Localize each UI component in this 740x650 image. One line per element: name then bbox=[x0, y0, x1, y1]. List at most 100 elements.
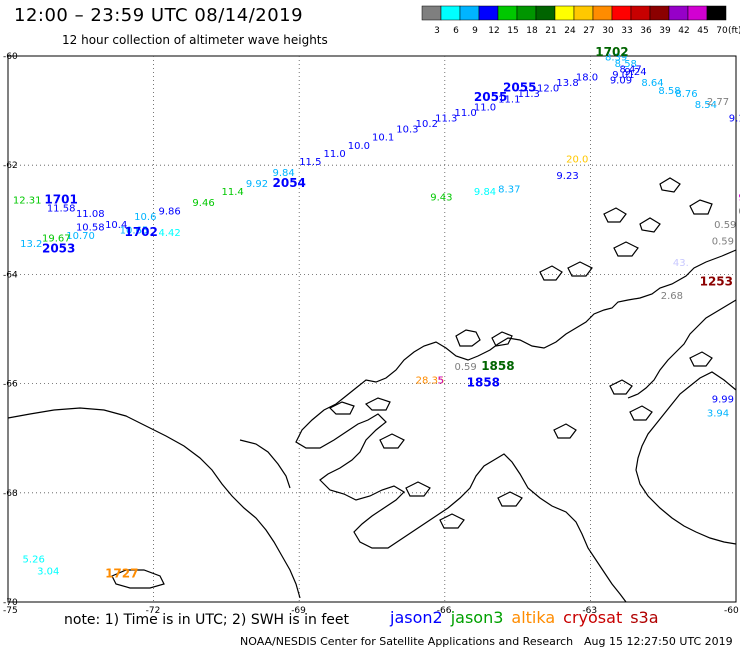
wave-height-label: 8.39 bbox=[605, 52, 627, 63]
legend-label: 21 bbox=[545, 26, 556, 36]
wave-height-label: 20.0 bbox=[566, 154, 588, 165]
wave-height-label: 13.2 bbox=[20, 239, 42, 250]
wave-height-label: 11.3 bbox=[435, 114, 457, 125]
wave-height-label: 9.92 bbox=[246, 179, 268, 190]
legend-label: 12 bbox=[488, 26, 499, 36]
pass-time-label: 2054 bbox=[273, 176, 306, 190]
legend-label: 42 bbox=[678, 26, 689, 36]
legend-swatch bbox=[535, 5, 556, 21]
legend-label: 45 bbox=[697, 26, 708, 36]
legend-label: 6 bbox=[453, 26, 459, 36]
wave-height-label: 0.59 bbox=[712, 236, 734, 247]
wave-height-label: 10.58 bbox=[76, 223, 105, 234]
wave-height-label: 8.54 bbox=[695, 100, 717, 111]
wave-height-label: 13.8 bbox=[556, 78, 578, 89]
wave-height-label: 10.70 bbox=[66, 231, 95, 242]
lon-label: -75 bbox=[3, 606, 18, 616]
pass-time-label: 1727 bbox=[105, 566, 138, 580]
wave-height-label: 11.4 bbox=[222, 187, 244, 198]
credit-line: NOAA/NESDIS Center for Satellite Applica… bbox=[240, 635, 574, 648]
lat-label: -70 bbox=[3, 598, 18, 608]
legend-label: 24 bbox=[564, 26, 576, 36]
pass-time-label: 2055 bbox=[474, 90, 507, 104]
wave-height-label: 8.47 bbox=[620, 64, 642, 75]
satellite-cryosat: cryosat bbox=[563, 608, 623, 627]
wave-height-label: 11.0 bbox=[323, 149, 345, 160]
wave-height-label: 9.43 bbox=[430, 193, 452, 204]
satellite-altika: altika bbox=[511, 608, 556, 627]
legend-label: 36 bbox=[640, 26, 652, 36]
wave-height-label: 12.31 bbox=[13, 195, 42, 206]
pass-time-label: 1858 bbox=[467, 375, 500, 389]
wave-height-label: 28.35 bbox=[416, 376, 445, 387]
wave-height-label: 5 bbox=[438, 376, 444, 387]
pass-time-label: 1253 bbox=[700, 274, 733, 288]
wave-height-label: 10.0 bbox=[348, 141, 370, 152]
wave-height-label: 11.1 bbox=[498, 94, 520, 105]
wave-height-label: 10.4 bbox=[105, 220, 127, 231]
lon-label: -66 bbox=[437, 606, 452, 616]
legend-swatch bbox=[497, 5, 518, 21]
legend-swatch bbox=[649, 5, 670, 21]
satellite-legend: jason2 jason3 altika cryosat s3a bbox=[390, 608, 667, 627]
wave-height-label: 11.0 bbox=[455, 108, 477, 119]
pass-time-label: 2053 bbox=[42, 242, 75, 256]
wave-height-label: 11.5 bbox=[299, 157, 321, 168]
wave-height-label: 43. bbox=[673, 258, 689, 269]
wave-height-label: 19.67 bbox=[42, 234, 71, 245]
wave-height-label: 3.94 bbox=[707, 408, 729, 419]
wave-height-label: 9.84 bbox=[474, 187, 496, 198]
legend-swatch bbox=[592, 5, 613, 21]
legend-swatch bbox=[478, 5, 499, 21]
wave-height-label: 9.46 bbox=[192, 198, 214, 209]
legend-unit: (ft) bbox=[728, 26, 740, 36]
legend-label: 9 bbox=[472, 26, 478, 36]
wave-height-label: 5.26 bbox=[23, 555, 45, 566]
pass-time-label: 2055 bbox=[503, 80, 536, 94]
wave-height-label: 0.59 bbox=[714, 220, 736, 231]
legend-swatch bbox=[554, 5, 575, 21]
lon-label: -69 bbox=[291, 606, 306, 616]
legend-label: 33 bbox=[621, 26, 632, 36]
legend-swatch bbox=[516, 5, 537, 21]
wave-height-label: 9.24 bbox=[624, 67, 646, 78]
wave-height-label: 9.23 bbox=[556, 171, 578, 182]
map-frame bbox=[7, 55, 737, 603]
wave-height-label: 8.76 bbox=[675, 89, 697, 100]
timestamp: Aug 15 12:27:50 UTC 2019 bbox=[584, 635, 733, 648]
legend-swatch bbox=[459, 5, 480, 21]
legend-swatch bbox=[706, 5, 727, 21]
graticule: -60 -62 -64 -66 -68 -70-75 -72 -69 -66 -63 -60 bbox=[3, 52, 739, 616]
legend-label: 3 bbox=[434, 26, 440, 36]
legend-swatch bbox=[421, 5, 442, 21]
wave-height-label: 9.84 bbox=[273, 168, 295, 179]
wave-height-label: 2.68 bbox=[661, 291, 683, 302]
map-title: 12:00 – 23:59 UTC 08/14/2019 bbox=[14, 5, 304, 26]
wave-height-label: 11.0 bbox=[474, 103, 496, 114]
wave-height-label: 8.64 bbox=[641, 78, 663, 89]
footer-note: note: 1) Time is in UTC; 2) SWH is in fe… bbox=[64, 612, 350, 628]
legend-label: 27 bbox=[583, 26, 594, 36]
wave-height-label: 11.08 bbox=[76, 209, 105, 220]
wave-height-label: 9.86 bbox=[158, 206, 180, 217]
wave-height-label: 10.6 bbox=[134, 212, 156, 223]
wave-height-label: 8.58 bbox=[658, 86, 680, 97]
satellite-jason3: jason3 bbox=[450, 608, 504, 627]
lat-label: -66 bbox=[3, 380, 18, 390]
wave-height-label: 3.04 bbox=[37, 567, 59, 578]
lat-label: -60 bbox=[3, 52, 18, 62]
wave-height-label: 10.65 bbox=[120, 225, 149, 236]
wave-height-label: 11.58 bbox=[47, 204, 76, 215]
wave-height-label: 0. bbox=[738, 206, 740, 217]
satellite-s3a: s3a bbox=[630, 608, 659, 627]
legend-swatch bbox=[630, 5, 651, 21]
wave-height-label: 9.09 bbox=[610, 75, 632, 86]
lon-label: -72 bbox=[146, 606, 161, 616]
wave-height-label: 9.99 bbox=[712, 395, 734, 406]
legend-swatch bbox=[611, 5, 632, 21]
wave-height-label: 10.1 bbox=[372, 133, 394, 144]
pass-time-label: 1858 bbox=[481, 359, 514, 373]
wave-height-label: 10.3 bbox=[396, 124, 418, 135]
